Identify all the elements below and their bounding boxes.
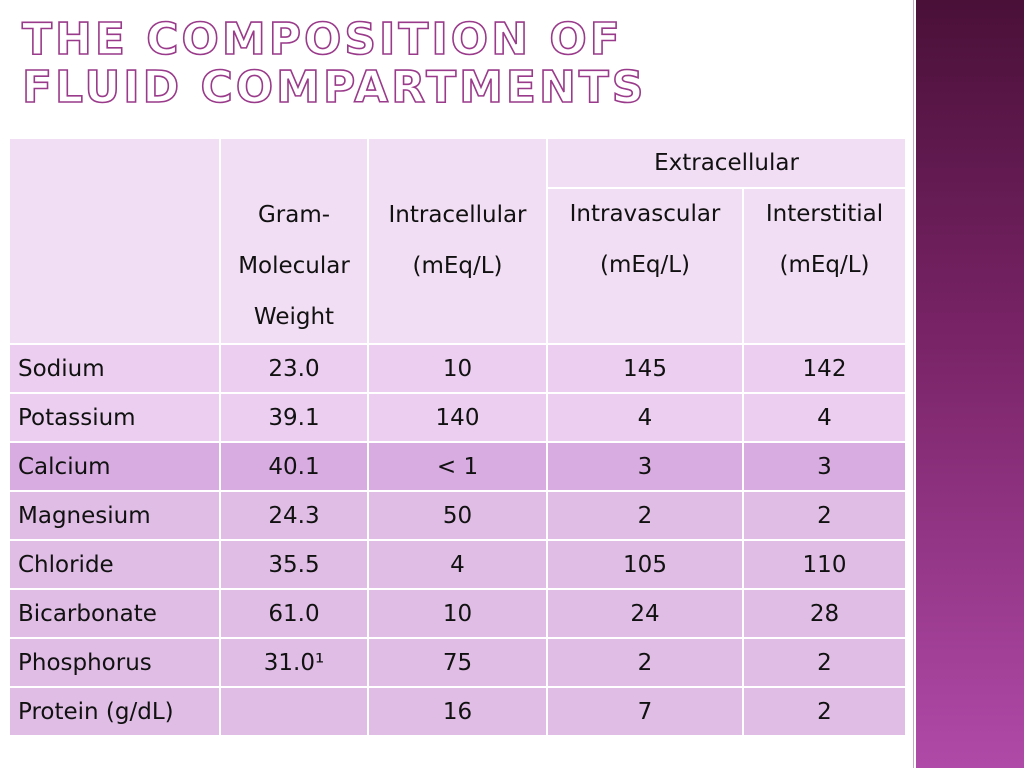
table-row: Bicarbonate 61.0 10 24 28 — [8, 588, 907, 639]
header-row: Gram-Molecular Weight Intracellular (mEq… — [8, 136, 907, 345]
table-cell: 2 — [546, 490, 744, 541]
table-cell: 2 — [742, 490, 907, 541]
table-cell: 3 — [742, 441, 907, 492]
header-cell: Intracellular (mEq/L) — [367, 137, 548, 345]
table-cell: 39.1 — [219, 392, 369, 443]
table-cell: 2 — [742, 637, 907, 688]
table-cell: 105 — [546, 539, 744, 590]
table-row: Phosphorus 31.0¹ 75 2 2 — [8, 637, 907, 688]
table-header: Gram-Molecular Weight Intracellular (mEq… — [8, 136, 907, 345]
table-cell: 2 — [546, 637, 744, 688]
row-label: Protein (g/dL) — [8, 686, 221, 737]
header-row: Intravascular (mEq/L) Interstitial (mEq/… — [9, 187, 907, 345]
row-label: Potassium — [8, 392, 221, 443]
table-row: Chloride 35.5 4 105 110 — [8, 539, 907, 590]
header-cell: Interstitial (mEq/L) — [742, 187, 907, 345]
table-cell: 75 — [367, 637, 548, 688]
table-cell: 23.0 — [219, 343, 369, 394]
row-label: Chloride — [8, 539, 221, 590]
table-body: Sodium 23.0 10 145 142 Potassium 39.1 140 4 4 Calc… — [8, 343, 907, 737]
table-cell: 10 — [367, 343, 548, 394]
row-label: Sodium — [8, 343, 221, 394]
row-label: Magnesium — [8, 490, 221, 541]
table-cell: < 1 — [367, 441, 548, 492]
table-cell: 3 — [546, 441, 744, 492]
table-cell: 40.1 — [219, 441, 369, 492]
table-cell: 2 — [742, 686, 907, 737]
table-cell: 4 — [546, 392, 744, 443]
table-cell: 140 — [367, 392, 548, 443]
side-edge — [913, 0, 914, 768]
table-cell: 31.0¹ — [219, 637, 369, 688]
slide-title: The Composition of Fluid Compartments — [21, 14, 647, 113]
table-row: Protein (g/dL) 16 7 2 — [8, 686, 907, 737]
table-cell: 28 — [742, 588, 907, 639]
table-cell: 4 — [367, 539, 548, 590]
table-cell: 61.0 — [219, 588, 369, 639]
row-label: Calcium — [8, 441, 221, 492]
header-cell: Gram-Molecular Weight — [219, 137, 369, 345]
table-cell: 145 — [546, 343, 744, 394]
table-row: Sodium 23.0 10 145 142 — [8, 343, 907, 394]
table-cell: 142 — [742, 343, 907, 394]
table-cell: 10 — [367, 588, 548, 639]
table-cell — [219, 686, 369, 737]
row-label: Phosphorus — [8, 637, 221, 688]
table-cell: 7 — [546, 686, 744, 737]
table-cell: 110 — [742, 539, 907, 590]
composition-table: Gram-Molecular Weight Intracellular (mEq… — [8, 136, 907, 737]
table-cell: 24 — [546, 588, 744, 639]
table-cell: 16 — [367, 686, 548, 737]
table-cell: 4 — [742, 392, 907, 443]
header-group: Extracellular — [546, 136, 907, 190]
table-row: Potassium 39.1 140 4 4 — [8, 392, 907, 443]
table-cell: 35.5 — [219, 539, 369, 590]
header-cell — [8, 137, 221, 345]
table-row: Magnesium 24.3 50 2 2 — [8, 490, 907, 541]
table-cell: 24.3 — [219, 490, 369, 541]
header-cell: Intravascular (mEq/L) — [546, 187, 744, 345]
row-label: Bicarbonate — [8, 588, 221, 639]
table-cell: 50 — [367, 490, 548, 541]
side-band — [916, 0, 1024, 768]
